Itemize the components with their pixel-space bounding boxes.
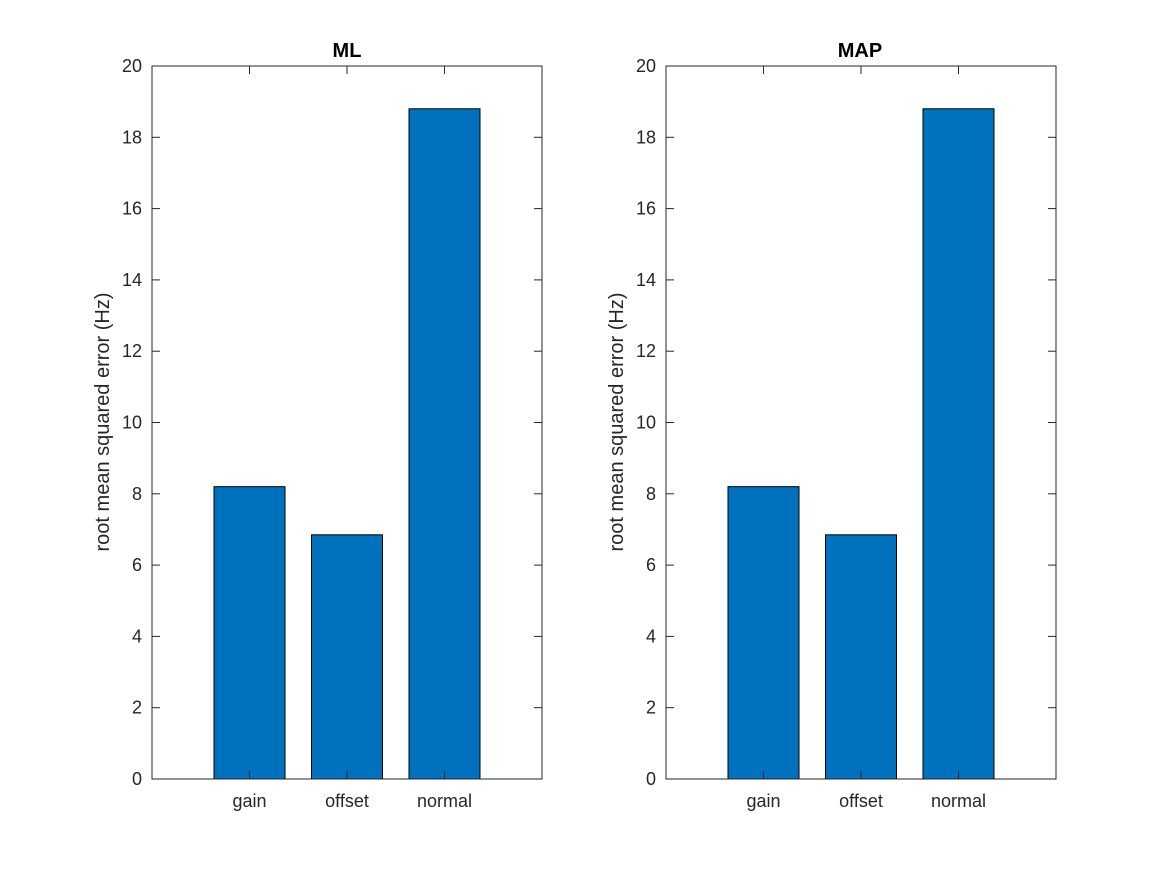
- bar-gain: [213, 486, 286, 780]
- y-tick-label: 20: [122, 56, 142, 76]
- bar-normal: [922, 108, 995, 780]
- y-tick-label: 8: [646, 484, 656, 504]
- chart-ml: ML root mean squared error (Hz) gain offs…: [92, 40, 543, 811]
- y-tick-label: 14: [636, 270, 656, 290]
- bar-offset: [825, 534, 897, 780]
- y-tick-label: 6: [646, 555, 656, 575]
- y-tick-label: 16: [636, 199, 656, 219]
- plot-area-ml: gain offset normal 0 2 4 6 8 10 12 14 16 18 20: [122, 56, 543, 811]
- x-tick-label: gain: [746, 791, 780, 811]
- axes-frame: [665, 65, 1057, 780]
- y-tick-label: 18: [636, 127, 656, 147]
- x-tick-label: offset: [839, 791, 883, 811]
- y-tick-label: 0: [132, 769, 142, 789]
- axes-frame: [151, 65, 543, 780]
- y-tick-label: 12: [636, 341, 656, 361]
- chart-map: MAP root mean squared error (Hz) gain off…: [606, 40, 1057, 811]
- y-tick-label: 6: [132, 555, 142, 575]
- x-tick-label: normal: [931, 791, 986, 811]
- bar-gain: [727, 486, 800, 780]
- y-tick-label: 10: [122, 413, 142, 433]
- y-tick-label: 12: [122, 341, 142, 361]
- y-tick-label: 16: [122, 199, 142, 219]
- y-tick-label: 0: [646, 769, 656, 789]
- y-tick-label: 18: [122, 127, 142, 147]
- y-tick-label: 10: [636, 413, 656, 433]
- y-axis-label: root mean squared error (Hz): [606, 293, 628, 552]
- plot-area-map: gain offset normal 0 2 4 6 8 10 12 14 16 18 20: [636, 56, 1057, 811]
- bar-offset: [311, 534, 383, 780]
- y-axis-label: root mean squared error (Hz): [92, 293, 114, 552]
- y-tick-label: 14: [122, 270, 142, 290]
- chart-title: MAP: [838, 40, 882, 62]
- bar-normal: [408, 108, 481, 780]
- x-tick-label: normal: [417, 791, 472, 811]
- y-tick-label: 4: [646, 626, 656, 646]
- y-tick-label: 2: [132, 698, 142, 718]
- y-tick-label: 20: [636, 56, 656, 76]
- x-tick-label: offset: [325, 791, 369, 811]
- y-tick-label: 4: [132, 626, 142, 646]
- y-tick-label: 8: [132, 484, 142, 504]
- y-tick-label: 2: [646, 698, 656, 718]
- x-tick-label: gain: [232, 791, 266, 811]
- chart-title: ML: [333, 40, 362, 62]
